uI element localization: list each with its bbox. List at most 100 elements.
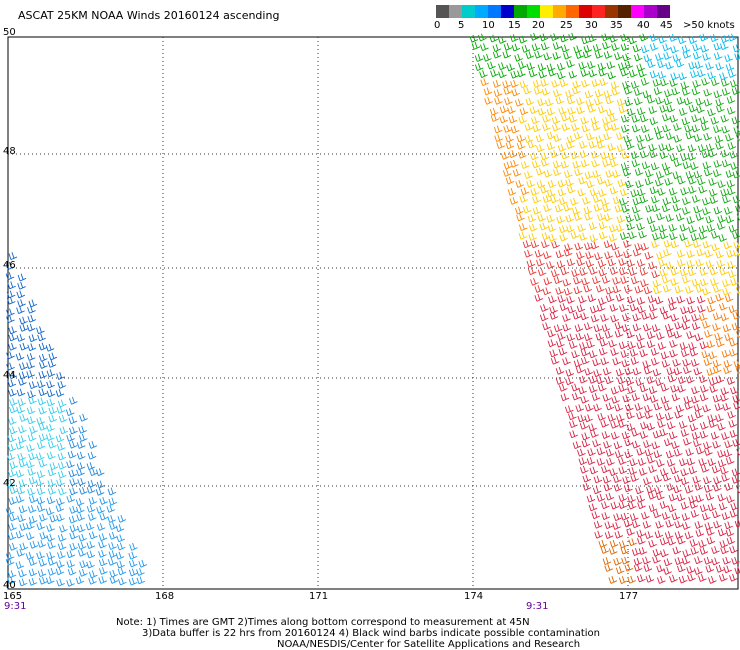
wind-barb — [637, 188, 646, 197]
wind-barb — [7, 379, 17, 388]
wind-barb — [502, 50, 512, 59]
wind-barb — [606, 457, 615, 466]
wind-barb — [680, 477, 690, 486]
wind-barb — [718, 302, 728, 311]
wind-barb — [622, 53, 631, 62]
wind-barb — [591, 159, 600, 168]
wind-barb — [709, 34, 719, 43]
wind-barb — [541, 240, 550, 249]
lat-label: 46 — [3, 260, 16, 271]
wind-barb — [629, 458, 638, 467]
wind-barb — [729, 545, 738, 554]
wind-barb — [640, 77, 650, 86]
wind-barb — [706, 340, 716, 349]
wind-barb — [641, 161, 651, 170]
wind-barb — [568, 70, 578, 79]
wind-barb — [651, 441, 661, 450]
wind-barb — [699, 33, 709, 42]
wind-barb — [635, 378, 645, 387]
wind-barb — [679, 342, 689, 350]
wind-barb — [569, 420, 578, 429]
wind-barb — [651, 240, 660, 249]
wind-barb — [620, 68, 629, 77]
wind-barb — [27, 487, 36, 496]
wind-barb — [713, 476, 722, 485]
wind-barb — [505, 141, 515, 150]
wind-barb — [573, 359, 583, 368]
wind-barb — [669, 153, 678, 162]
wind-barb — [46, 451, 56, 460]
wind-barb — [672, 171, 682, 180]
wind-barb — [717, 528, 727, 537]
wind-barb — [648, 106, 658, 114]
wind-barb — [581, 439, 591, 448]
wind-barb — [597, 383, 607, 392]
wind-barb — [530, 32, 539, 41]
wind-barb — [589, 305, 599, 314]
wind-barb — [670, 45, 679, 54]
wind-barb — [725, 528, 735, 537]
note-line: Note: 1) Times are GMT 2)Times along bot… — [116, 617, 530, 628]
wind-barb — [624, 450, 634, 459]
wind-barb — [655, 171, 665, 179]
wind-barb — [578, 386, 587, 395]
wind-barb — [603, 132, 612, 141]
wind-barb — [708, 377, 718, 386]
wind-barb — [699, 504, 709, 513]
wind-barb — [534, 293, 544, 302]
wind-barb — [88, 440, 98, 449]
wind-barb — [560, 393, 570, 402]
wind-barb — [610, 386, 620, 395]
wind-barb — [687, 152, 697, 161]
wind-barb — [732, 438, 740, 447]
wind-barb — [96, 523, 106, 531]
wind-barb — [609, 224, 618, 233]
wind-barb — [47, 359, 57, 368]
wind-barb — [9, 398, 18, 406]
wind-barb — [683, 437, 692, 446]
wind-barb — [563, 170, 573, 179]
wind-barb — [666, 367, 676, 375]
wind-barb — [614, 204, 624, 213]
wind-barb — [46, 369, 56, 378]
wind-barb — [691, 114, 700, 123]
wind-barb — [632, 44, 642, 53]
wind-barb — [572, 311, 582, 320]
wind-barb — [518, 223, 528, 232]
wind-barb — [626, 423, 636, 432]
wind-barb — [69, 505, 78, 514]
colorbar-swatch — [657, 5, 670, 18]
wind-barb — [523, 86, 532, 95]
wind-barb — [711, 465, 721, 474]
wind-barb — [597, 62, 607, 71]
wind-barb — [500, 151, 510, 160]
wind-barb — [593, 324, 603, 333]
wind-barb — [625, 214, 635, 223]
wind-barb — [555, 96, 565, 105]
wind-barb — [551, 240, 560, 249]
wind-barb — [679, 233, 688, 241]
wind-barb — [573, 276, 582, 285]
wind-barb — [519, 194, 528, 203]
wind-barb — [646, 95, 656, 104]
wind-barb — [649, 395, 659, 403]
lon-label: 171 — [309, 591, 329, 602]
wind-barb — [557, 188, 567, 197]
wind-barb — [705, 260, 715, 269]
wind-barbs — [5, 32, 740, 587]
wind-barb — [542, 114, 551, 123]
colorbar-label: 35 — [610, 20, 623, 31]
wind-barb — [631, 124, 641, 133]
wind-barb — [596, 176, 606, 185]
wind-barb — [598, 231, 608, 240]
wind-barb — [47, 440, 57, 449]
wind-barb — [572, 86, 581, 95]
wind-barb — [628, 538, 638, 547]
wind-barb — [39, 531, 49, 540]
wind-barb — [76, 462, 86, 471]
wind-barb — [627, 501, 637, 510]
wind-barb — [18, 459, 28, 468]
wind-barb — [590, 116, 600, 125]
wind-barb — [28, 381, 38, 390]
wind-barb — [663, 248, 672, 257]
